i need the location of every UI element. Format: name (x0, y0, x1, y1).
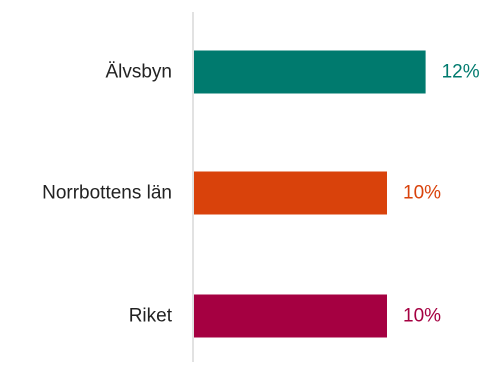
category-label: Norrbottens län (42, 183, 172, 204)
bar (194, 294, 387, 338)
data-label: 10% (403, 183, 441, 204)
bar (194, 171, 387, 215)
category-label: Riket (129, 306, 173, 327)
data-label: 10% (403, 306, 441, 327)
bar (194, 50, 426, 94)
data-label: 12% (442, 62, 480, 83)
category-label: Älvsbyn (105, 62, 172, 83)
bars-group: Älvsbyn 12% Norrbottens län 10% Riket 10% (42, 50, 480, 338)
